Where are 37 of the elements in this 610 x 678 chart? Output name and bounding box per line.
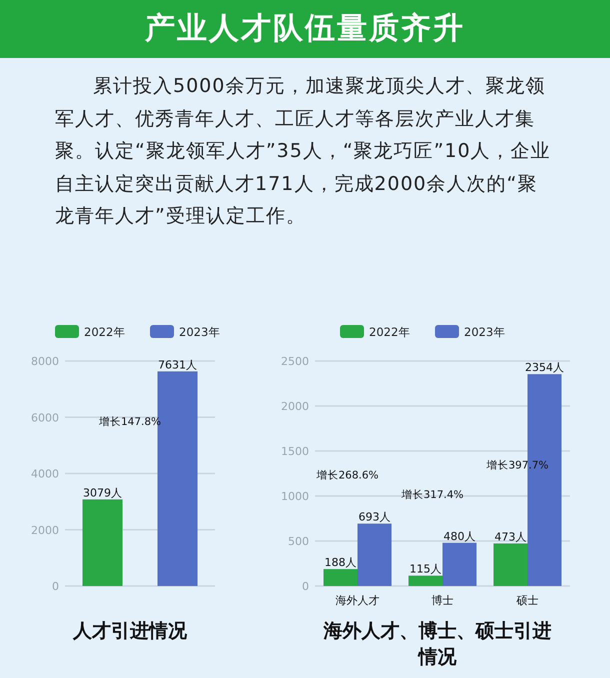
y-tick-label: 2000 [281,400,309,413]
text: 产业人才队伍量质齐升 [0,0,610,58]
y-tick-label: 0 [52,580,59,593]
text: 海外人才、博士、硕士引进情况 [322,619,552,670]
y-tick-label: 8000 [31,355,59,368]
bar [442,542,476,586]
y-tick-label: 500 [288,535,309,548]
data-label: 3079人 [83,486,122,500]
y-tick-label: 2500 [281,355,309,368]
bar [358,524,392,586]
legend-label: 2022年 [369,325,410,339]
annotation: 增长268.6% [315,468,379,482]
y-tick-label: 1500 [281,445,309,458]
bar [408,576,442,586]
y-tick-label: 6000 [31,411,59,424]
bar [324,569,358,586]
data-label: 188人 [324,556,356,570]
text: 累计投入5000余万元，加速聚龙顶尖人才、聚龙领军人才、优秀青年人才、工匠人才等各层次产业人才集聚。认定“聚龙领军人才”35人，“聚龙巧匠”10人，企业自主认定突出贡献人才171人，完成2000余人次的“聚龙青年人才”受理认定工作。 [55,74,552,229]
data-label: 473人 [494,530,526,544]
y-tick-label: 1000 [281,490,309,503]
bar [494,543,528,586]
data-label: 480人 [444,530,476,543]
x-tick-label: 博士 [432,594,454,607]
legend-label: 2022年 [84,325,126,339]
y-tick-label: 2000 [31,524,59,537]
data-label: 115人 [410,562,442,576]
legend-label: 2023年 [464,325,506,339]
x-tick-label: 硕士 [516,594,538,607]
text: 人才引进情况 [72,619,188,644]
data-label: 693人 [358,510,390,524]
x-tick-label: 海外人才 [336,594,380,607]
data-label: 7631人 [158,358,197,372]
legend-label: 2023年 [179,325,220,339]
annotation: 增长317.4% [400,488,464,501]
y-tick-label: 0 [302,580,309,593]
data-label: 2354人 [525,361,564,374]
y-tick-label: 4000 [31,468,59,480]
